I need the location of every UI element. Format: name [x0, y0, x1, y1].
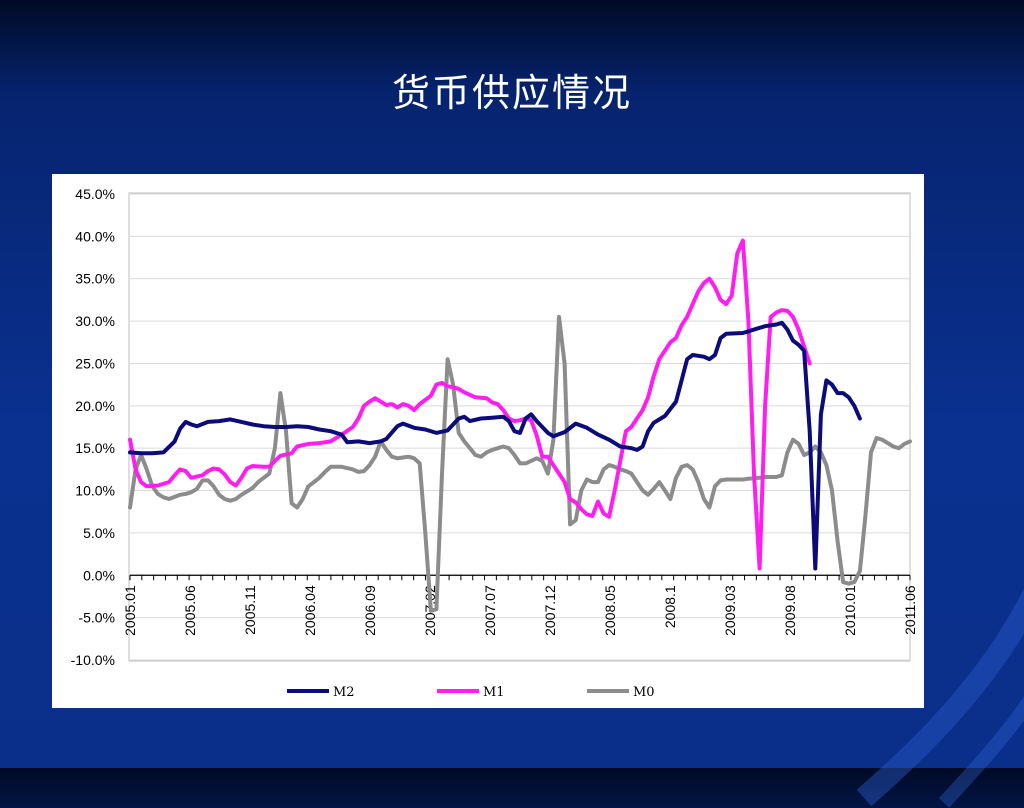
chart-panel: 45.0% 40.0% 35.0% 30.0% 25.0% 20.0% 15.0% 10.0%… — [52, 174, 924, 708]
series-line-m2 — [128, 320, 862, 571]
chart-legend: M2 M1 M0 — [287, 685, 655, 700]
money-supply-line-chart: 45.0% 40.0% 35.0% 30.0% 25.0% 20.0% 15.0% 10.0%… — [71, 186, 918, 700]
slide-title: 货币供应情况 — [391, 71, 632, 115]
series-line-m0 — [128, 314, 912, 613]
y-tick-label: 20.0% — [75, 398, 115, 414]
y-tick-label: 25.0% — [75, 355, 115, 371]
x-axis: 2005.01 2005.06 2005.11 2006.04 2006.09 2007.… — [122, 574, 918, 636]
x-tick-label: 2009.03 — [722, 585, 738, 636]
y-tick-label: -5.0% — [78, 610, 115, 626]
x-tick-label: 2005.11 — [242, 585, 258, 635]
y-tick-label: 5.0% — [83, 525, 115, 541]
x-tick-label: 2009.08 — [782, 585, 798, 636]
y-tick-label: 10.0% — [75, 483, 115, 499]
y-tick-label: 30.0% — [75, 313, 115, 329]
plot-area-border — [128, 192, 911, 662]
x-tick-label: 2008.05 — [602, 585, 618, 636]
series-line-m1 — [128, 238, 812, 571]
x-tick-label: 2005.06 — [182, 585, 198, 636]
x-tick-label: 2007.07 — [482, 585, 498, 636]
x-tick-label: 2008.1 — [662, 585, 678, 628]
x-tick-label: 2006.09 — [362, 585, 378, 636]
y-axis-labels: 45.0% 40.0% 35.0% 30.0% 25.0% 20.0% 15.0% 10.0%… — [71, 186, 115, 668]
y-tick-label: 0.0% — [83, 567, 115, 583]
series-lines — [128, 238, 912, 613]
x-tick-label: 2005.01 — [122, 585, 138, 636]
legend-label-m0: M0 — [633, 685, 655, 700]
x-tick-label: 2011.06 — [902, 585, 918, 635]
y-tick-label: 15.0% — [75, 440, 115, 456]
x-tick-label: 2010.01 — [842, 585, 858, 636]
x-tick-label: 2007.12 — [542, 585, 558, 636]
y-tick-label: -10.0% — [71, 652, 115, 668]
y-tick-label: 45.0% — [75, 186, 115, 202]
y-tick-label: 40.0% — [75, 228, 115, 244]
x-tick-label: 2006.04 — [302, 585, 318, 636]
y-tick-label: 35.0% — [75, 271, 115, 287]
legend-label-m1: M1 — [483, 685, 505, 700]
legend-label-m2: M2 — [333, 685, 355, 700]
